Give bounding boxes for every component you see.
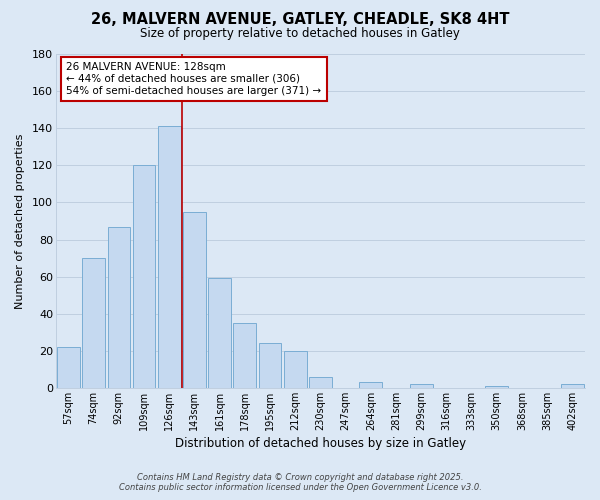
Bar: [82, 258, 105, 388]
Bar: [259, 344, 281, 388]
Bar: [57, 347, 80, 388]
Bar: [309, 377, 332, 388]
Text: Size of property relative to detached houses in Gatley: Size of property relative to detached ho…: [140, 28, 460, 40]
Bar: [410, 384, 433, 388]
Bar: [359, 382, 382, 388]
Bar: [183, 212, 206, 388]
Bar: [284, 351, 307, 388]
X-axis label: Distribution of detached houses by size in Gatley: Distribution of detached houses by size …: [175, 437, 466, 450]
Bar: [233, 323, 256, 388]
Bar: [561, 384, 584, 388]
Bar: [485, 386, 508, 388]
Bar: [133, 166, 155, 388]
Bar: [107, 226, 130, 388]
Y-axis label: Number of detached properties: Number of detached properties: [15, 134, 25, 308]
Text: 26 MALVERN AVENUE: 128sqm
← 44% of detached houses are smaller (306)
54% of semi: 26 MALVERN AVENUE: 128sqm ← 44% of detac…: [67, 62, 322, 96]
Text: Contains HM Land Registry data © Crown copyright and database right 2025.
Contai: Contains HM Land Registry data © Crown c…: [119, 473, 481, 492]
Bar: [208, 278, 231, 388]
Text: 26, MALVERN AVENUE, GATLEY, CHEADLE, SK8 4HT: 26, MALVERN AVENUE, GATLEY, CHEADLE, SK8…: [91, 12, 509, 28]
Bar: [158, 126, 181, 388]
